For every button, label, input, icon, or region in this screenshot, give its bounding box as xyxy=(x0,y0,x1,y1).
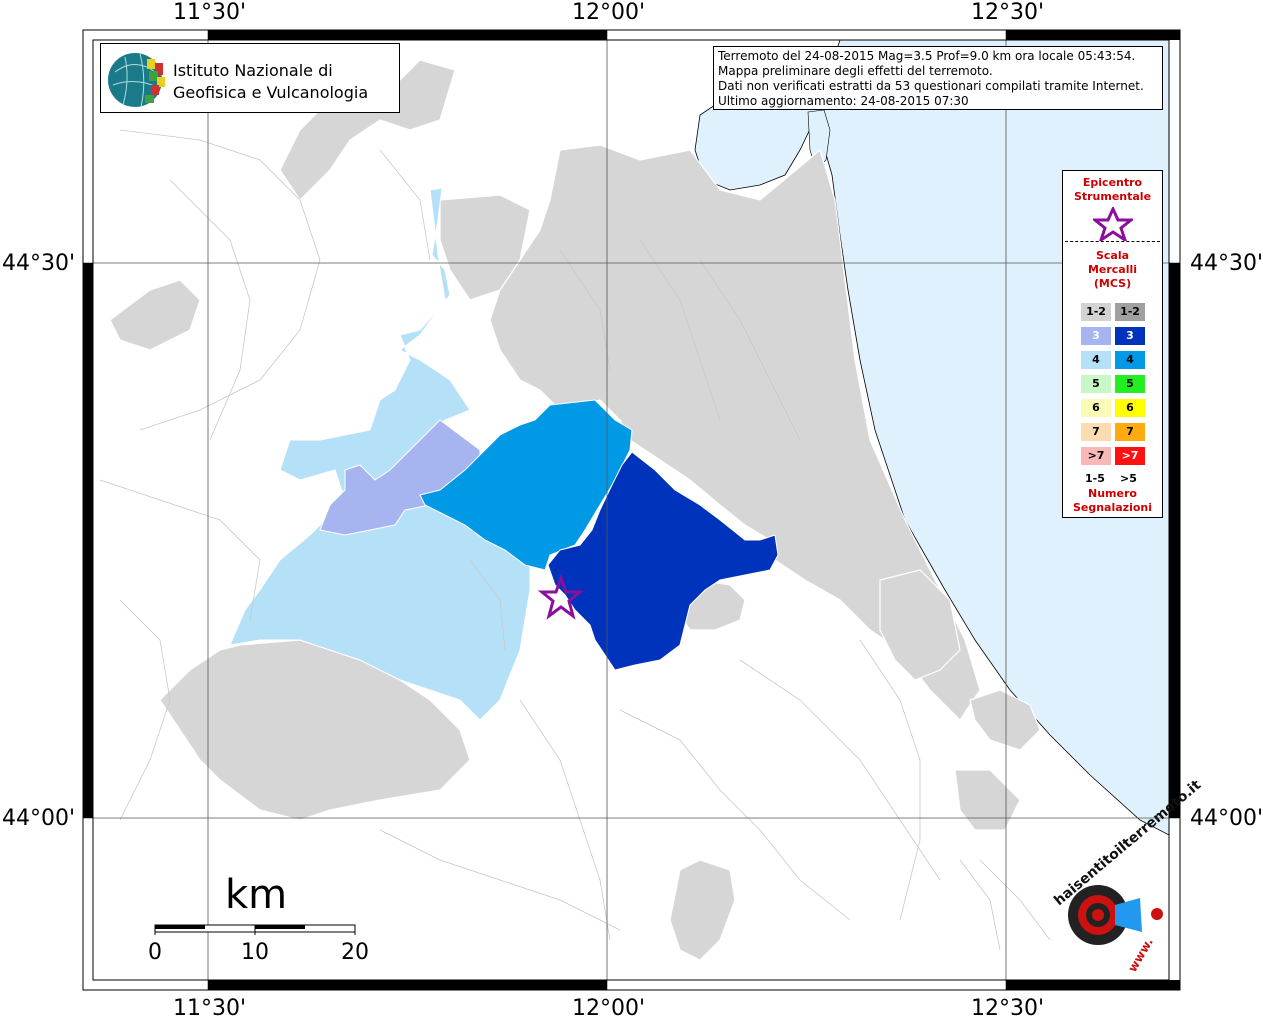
legend-swatch-many: 3 xyxy=(1115,327,1145,345)
mcs4-dark-area xyxy=(419,399,633,571)
scale-bar xyxy=(154,924,356,935)
legend-swatch-many: 5 xyxy=(1115,375,1145,393)
legend-scale-title-3: (MCS) xyxy=(1093,277,1132,290)
mcs3-dark-area xyxy=(547,451,779,671)
coord-bottom-3: 12°30' xyxy=(971,996,1045,1021)
coord-top-1: 11°30' xyxy=(173,0,247,25)
coord-left-2: 44°00' xyxy=(2,806,76,831)
legend-swatch-few: 4 xyxy=(1081,351,1111,369)
legend-swatch-few: 6 xyxy=(1081,399,1111,417)
legend-swatch-few: 5 xyxy=(1081,375,1111,393)
epicentre-star xyxy=(537,573,585,620)
event-info-box: Terremoto del 24-08-2015 Mag=3.5 Prof=9.… xyxy=(713,46,1163,110)
legend-scale-title-1: Scala xyxy=(1095,249,1130,262)
coord-bottom-2: 12°00' xyxy=(572,996,646,1021)
mcs4-light-area xyxy=(229,187,546,721)
coord-left-1: 44°30' xyxy=(2,251,76,276)
legend-swatch-many: >7 xyxy=(1115,447,1145,465)
map-frame xyxy=(82,29,1181,991)
legend-swatch-few: 3 xyxy=(1081,327,1111,345)
legend-count-title-1: Numero xyxy=(1088,487,1137,500)
info-line-3: Dati non verificati estratti da 53 quest… xyxy=(718,79,1144,93)
haisentito-logo xyxy=(1068,885,1163,945)
legend-swatch-few: >7 xyxy=(1081,447,1111,465)
logo-line-2: Geofisica e Vulcanologia xyxy=(173,83,369,102)
coord-bottom-1: 11°30' xyxy=(173,996,247,1021)
ingv-logo-box: Istituto Nazionale di Geofisica e Vulcan… xyxy=(100,43,400,113)
coord-right-2: 44°00' xyxy=(1190,806,1263,831)
info-line-4: Ultimo aggiornamento: 24-08-2015 07:30 xyxy=(718,94,969,108)
legend: Epicentro Strumentale Scala Mercalli (MC… xyxy=(1062,170,1163,518)
legend-epicentre-title-2: Strumentale xyxy=(1073,190,1152,203)
legend-swatch-few: 7 xyxy=(1081,423,1111,441)
ingv-globe-icon xyxy=(108,53,165,108)
info-line-2: Mappa preliminare degli effetti del terr… xyxy=(718,64,993,78)
scale-tick-20: 20 xyxy=(341,940,369,965)
coord-top-3: 12°30' xyxy=(971,0,1045,25)
legend-swatch-many: 7 xyxy=(1115,423,1145,441)
coord-right-1: 44°30' xyxy=(1190,251,1263,276)
scale-unit: km xyxy=(225,872,288,918)
scale-tick-0: 0 xyxy=(148,940,162,965)
legend-swatch-many: 1-2 xyxy=(1115,303,1145,321)
logo-line-1: Istituto Nazionale di xyxy=(173,61,333,80)
legend-count-right: >5 xyxy=(1120,472,1137,485)
graticule xyxy=(83,30,1180,990)
scale-tick-10: 10 xyxy=(241,940,269,965)
info-line-1: Terremoto del 24-08-2015 Mag=3.5 Prof=9.… xyxy=(718,49,1136,63)
legend-star-icon xyxy=(1093,207,1133,241)
coord-top-2: 12°00' xyxy=(572,0,646,25)
legend-count-left: 1-5 xyxy=(1085,472,1105,485)
legend-swatch-few: 1-2 xyxy=(1081,303,1111,321)
grey-municipalities xyxy=(109,59,1041,961)
legend-scale-title-2: Mercalli xyxy=(1087,263,1138,276)
legend-epicentre-title-1: Epicentro xyxy=(1082,176,1143,189)
legend-swatch-many: 6 xyxy=(1115,399,1145,417)
legend-separator xyxy=(1065,241,1160,242)
boundaries xyxy=(99,129,1051,951)
legend-swatch-many: 4 xyxy=(1115,351,1145,369)
legend-count-title-2: Segnalazioni xyxy=(1072,501,1153,514)
